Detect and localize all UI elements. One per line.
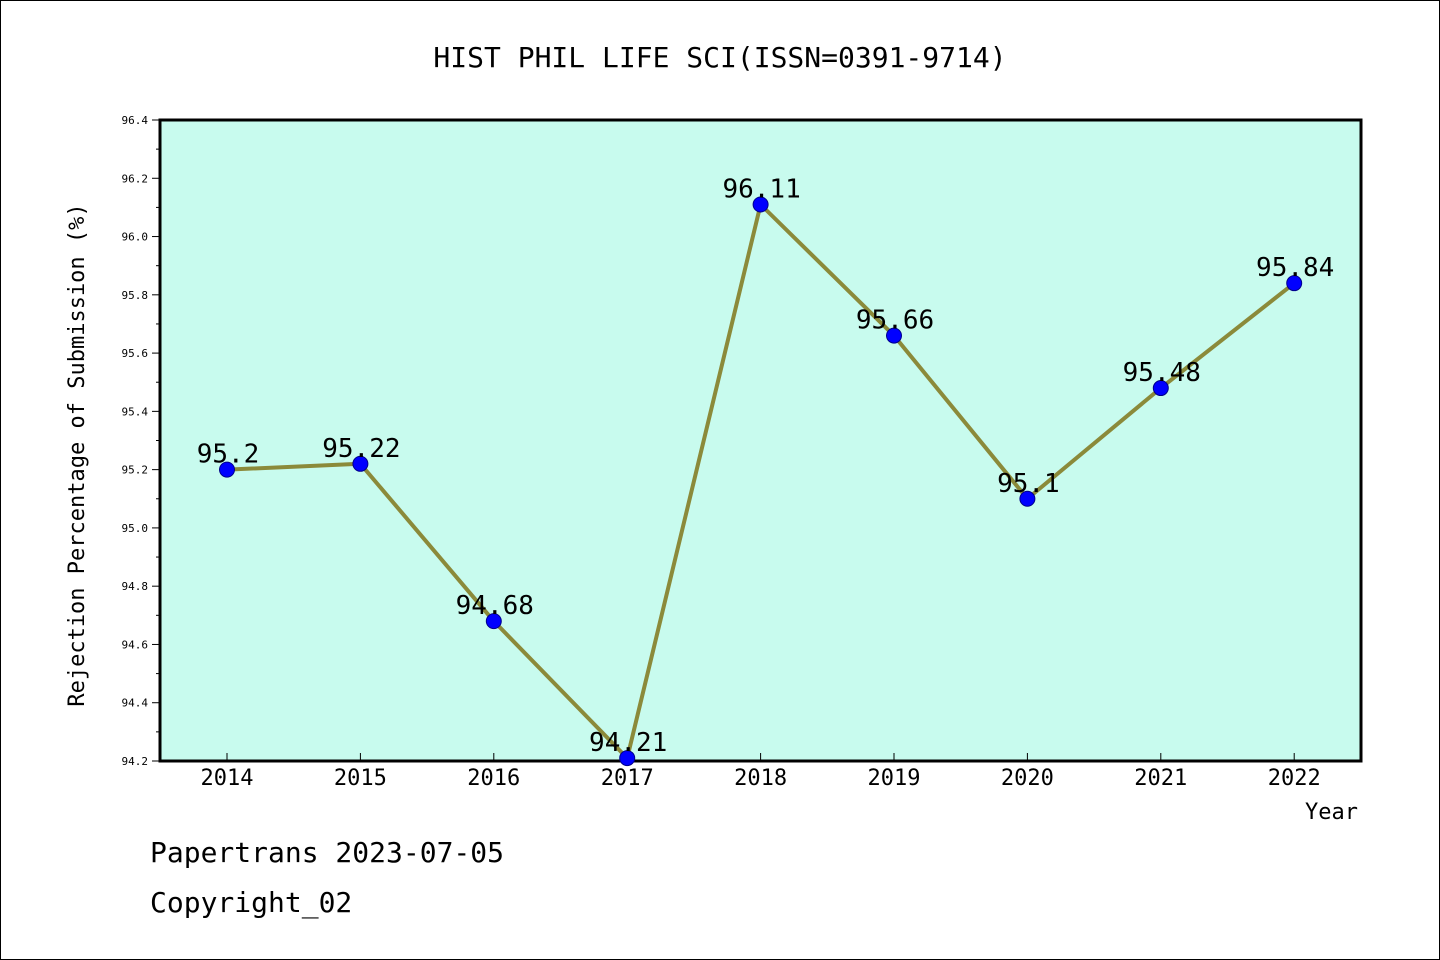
x-tick-label: 2022 <box>1268 766 1321 791</box>
data-label-group: 95.2 95.22 94.68 94.21 96.11 95.66 95.1 95.48 95… <box>197 174 1335 758</box>
y-tick-label: 95.4 <box>122 405 149 418</box>
data-point-2018 <box>752 196 769 213</box>
data-point-2022 <box>1286 275 1303 292</box>
x-axis-label: Year <box>1305 800 1358 825</box>
footer-copyright: Copyright_02 <box>150 886 353 919</box>
series-line-group <box>219 196 1303 767</box>
x-axis: 2014 2015 2016 2017 2018 2019 2020 2021 2022 <box>201 753 1321 791</box>
x-tick-label: 2014 <box>201 766 254 791</box>
footer-source: Papertrans 2023-07-05 <box>150 836 505 869</box>
y-axis: 94.2 94.4 94.6 94.8 95.0 95.2 95.4 95.6 95.8 96.0… <box>122 114 160 768</box>
data-point-2015 <box>352 455 369 472</box>
plot-area <box>158 118 1363 763</box>
y-tick-label: 95.8 <box>122 289 149 302</box>
x-tick-label: 2018 <box>734 766 787 791</box>
data-label-2019: 95.66 <box>856 306 934 336</box>
data-label-2016: 94.68 <box>456 591 534 621</box>
data-label-2018: 96.11 <box>722 174 800 204</box>
y-tick-label: 96.2 <box>122 172 149 185</box>
data-point-2014 <box>219 461 235 478</box>
x-tick-label: 2017 <box>601 766 654 791</box>
x-tick-label: 2019 <box>868 766 921 791</box>
y-tick-label: 94.6 <box>122 638 149 651</box>
y-axis-label: Rejection Percentage of Submission (%) <box>65 203 90 706</box>
data-point-2021 <box>1152 380 1169 397</box>
y-tick-label: 96.4 <box>122 114 149 127</box>
data-point-2016 <box>485 613 502 630</box>
x-tick-label: 2016 <box>467 766 520 791</box>
x-tick-label: 2020 <box>1001 766 1054 791</box>
data-label-2017: 94.21 <box>589 728 667 758</box>
y-tick-label: 94.2 <box>122 755 149 768</box>
y-tick-label: 95.2 <box>122 464 149 477</box>
y-tick-label: 96.0 <box>122 231 149 244</box>
data-label-2015: 95.22 <box>322 434 400 464</box>
data-label-2021: 95.48 <box>1123 358 1201 388</box>
data-label-2020: 95.1 <box>997 469 1060 499</box>
data-label-2022: 95.84 <box>1256 253 1334 283</box>
y-tick-label: 95.0 <box>122 522 149 535</box>
x-tick-label: 2015 <box>334 766 387 791</box>
data-label-2014: 95.2 <box>197 440 260 470</box>
chart-title: HIST PHIL LIFE SCI(ISSN=0391-9714) <box>433 41 1006 74</box>
data-point-2020 <box>1019 490 1036 507</box>
y-tick-label: 94.4 <box>122 697 149 710</box>
data-point-2019 <box>886 327 902 344</box>
y-tick-label: 94.8 <box>122 580 149 593</box>
data-point-2017 <box>619 750 636 767</box>
y-tick-label: 95.6 <box>122 347 149 360</box>
x-tick-label: 2021 <box>1134 766 1187 791</box>
